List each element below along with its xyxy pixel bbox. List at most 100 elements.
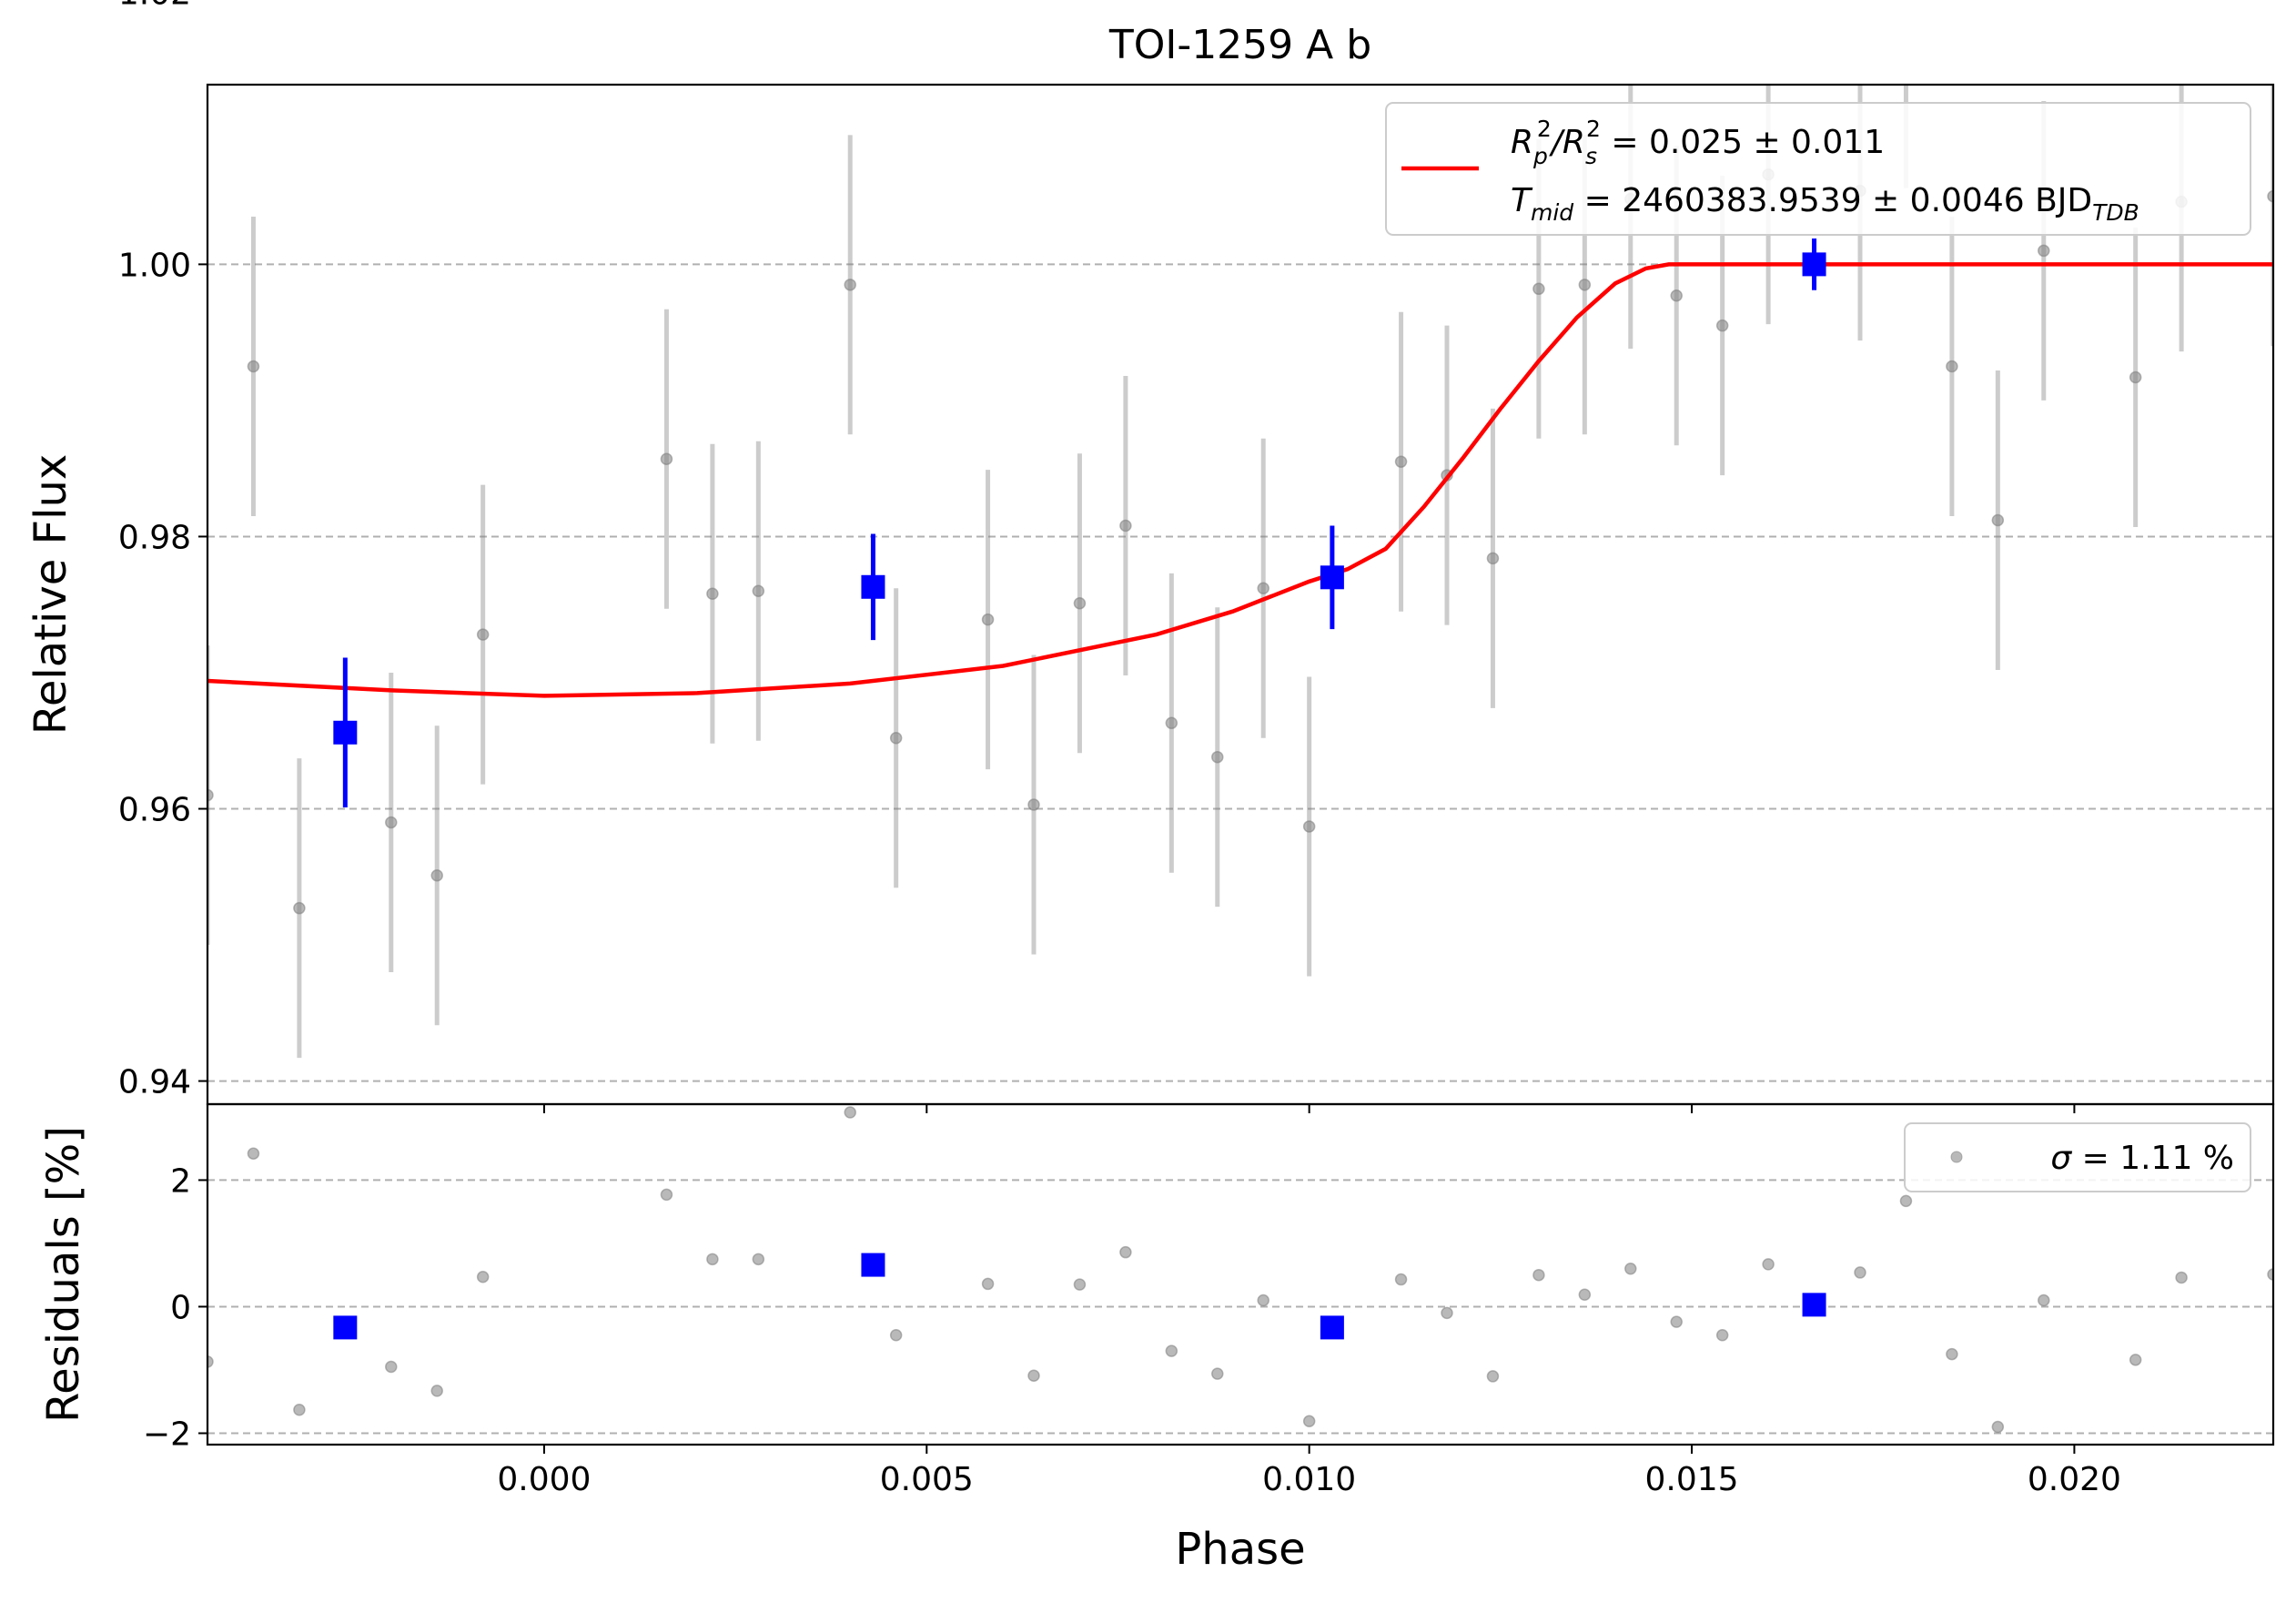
residuals-series (207, 1106, 2273, 1434)
residual-point (1486, 1370, 1500, 1383)
flux-point (1394, 455, 1408, 468)
residuals-y-tick-label: 0 (170, 1289, 191, 1326)
flux-point (706, 587, 719, 601)
flux-y-tick-label: 0.98 (118, 519, 191, 556)
flux-point (889, 732, 903, 745)
residuals-legend-marker (1950, 1151, 1963, 1163)
residuals-panel: −2 0 2 0.000 0.005 0.010 0.015 0.020 Residuals… (38, 1102, 2275, 1575)
flux-point (1486, 552, 1500, 565)
residual-binned-square (1802, 1293, 1826, 1317)
residual-point (2175, 1271, 2188, 1284)
flux-point (1991, 513, 2005, 527)
residual-point (1762, 1258, 1775, 1271)
flux-point (293, 901, 306, 915)
flux-legend: Rp2/Rs2 = 0.025 ± 0.011 Tmid = 2460383.9… (1385, 102, 2251, 236)
residual-point (476, 1271, 490, 1283)
residual-point (752, 1253, 765, 1266)
residuals-legend-label: σ = 1.11 % (2050, 1140, 2234, 1177)
flux-y-ticks: 0.94 0.96 0.98 1.00 1.02 (118, 0, 207, 1101)
residual-point (844, 1106, 856, 1119)
residual-point (1211, 1367, 1224, 1380)
flux-binned-square (1802, 252, 1826, 277)
flux-axes-frame (206, 83, 2275, 1106)
flux-y-axis-label: Relative Flux (25, 454, 76, 736)
flux-point (1302, 820, 1316, 833)
residual-binned-points (333, 1253, 1826, 1340)
residual-point (1165, 1344, 1178, 1357)
flux-point (844, 279, 856, 291)
flux-y-tick-label: 1.02 (118, 0, 191, 12)
residual-point (1027, 1369, 1040, 1382)
residual-point (1073, 1278, 1087, 1291)
residual-point (660, 1188, 673, 1202)
flux-y-tick-label: 0.96 (118, 792, 191, 829)
flux-point (1715, 319, 1729, 332)
residual-point (1394, 1273, 1408, 1286)
residual-point (1991, 1420, 2005, 1434)
flux-point (430, 869, 443, 882)
flux-point (1257, 582, 1269, 595)
flux-y-tick-label: 0.94 (118, 1064, 191, 1101)
flux-point (385, 816, 398, 829)
phase-x-ticks: 0.000 0.005 0.010 0.015 0.020 (497, 1104, 2121, 1498)
flux-point (207, 788, 214, 802)
chart-title: TOI-1259 A b (1108, 22, 1371, 68)
residual-point (2267, 1268, 2273, 1281)
residual-point (1302, 1415, 1316, 1428)
flux-point (1165, 716, 1178, 730)
residuals-legend: σ = 1.11 % (1904, 1122, 2251, 1192)
residual-point (1441, 1306, 1453, 1320)
flux-binned-square (861, 574, 885, 599)
flux-point (1532, 282, 1545, 296)
residual-point (1578, 1288, 1592, 1301)
flux-point (981, 613, 995, 626)
flux-point (1027, 798, 1040, 811)
phase-x-axis-label: Phase (1175, 1524, 1305, 1575)
flux-point (247, 360, 260, 373)
residual-point (430, 1385, 443, 1397)
residual-binned-square (861, 1253, 885, 1277)
residual-point (2038, 1294, 2050, 1307)
residual-point (1119, 1245, 1132, 1259)
flux-legend-box (1385, 102, 2251, 236)
residual-point (2129, 1354, 2142, 1366)
phase-x-tick-label: 0.015 (1645, 1461, 1739, 1498)
flux-legend-line2: Tmid = 2460383.9539 ± 0.0046 BJDTDB (1511, 182, 2139, 226)
residual-point (1670, 1315, 1683, 1328)
flux-point (1946, 360, 1958, 373)
flux-point (2267, 189, 2273, 203)
flux-binned-points (333, 238, 1826, 808)
residuals-grid (207, 1179, 2273, 1435)
residual-points (207, 1106, 2273, 1434)
flux-point (752, 584, 765, 598)
flux-panel: 0.94 0.96 0.98 1.00 1.02 Relative Flux Rp2/R… (25, 0, 2275, 1106)
residual-point (1946, 1347, 1958, 1361)
flux-point (1670, 289, 1683, 302)
phase-x-tick-label: 0.000 (497, 1461, 591, 1498)
residual-point (247, 1147, 260, 1160)
residual-point (1624, 1262, 1637, 1275)
residuals-y-ticks: −2 0 2 (143, 1162, 207, 1453)
residuals-y-tick-label: −2 (143, 1415, 191, 1453)
phase-x-tick-label: 0.020 (2028, 1461, 2121, 1498)
flux-point (1119, 519, 1132, 533)
residual-point (207, 1355, 214, 1368)
flux-binned-square (333, 720, 358, 745)
flux-point (2129, 370, 2142, 384)
residual-point (1899, 1194, 1913, 1208)
residual-point (1532, 1268, 1545, 1282)
flux-point (660, 452, 673, 465)
residual-point (385, 1360, 398, 1374)
phase-x-tick-label: 0.010 (1262, 1461, 1356, 1498)
residual-point (1257, 1294, 1269, 1307)
residual-binned-square (1320, 1315, 1344, 1340)
flux-point (476, 628, 490, 641)
residuals-y-tick-label: 2 (170, 1162, 191, 1200)
residuals-y-axis-label: Residuals [%] (38, 1126, 89, 1423)
residual-point (889, 1328, 903, 1342)
residuals-axes-frame (206, 1102, 2275, 1446)
flux-point (1578, 279, 1592, 291)
phase-x-tick-label: 0.005 (880, 1461, 974, 1498)
transit-model-line (207, 262, 2273, 698)
residual-point (293, 1404, 306, 1416)
